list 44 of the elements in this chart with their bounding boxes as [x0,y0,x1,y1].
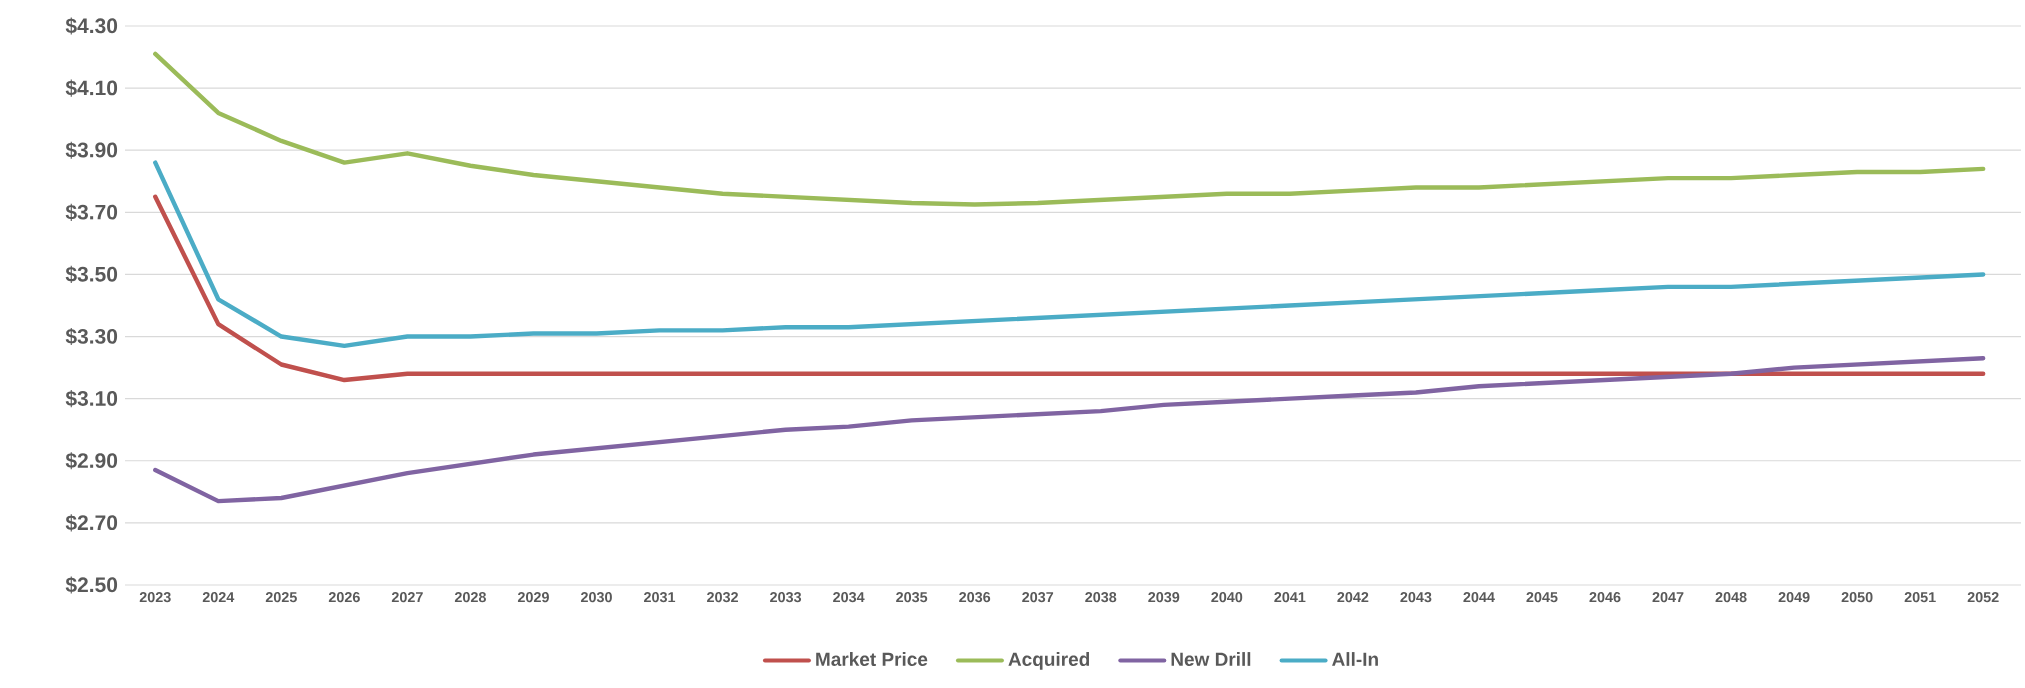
x-tick-label: 2042 [1337,592,1369,603]
x-tick-label: 2047 [1652,592,1684,603]
x-tick-label: 2030 [580,592,612,603]
x-tick-label: 2051 [1904,592,1936,603]
x-tick-label: 2029 [517,592,549,603]
x-tick-label: 2044 [1463,592,1495,603]
x-tick-label: 2028 [454,592,486,603]
y-tick-label: $2.90 [65,452,118,470]
y-tick-label: $3.10 [65,390,118,408]
x-tick-label: 2025 [265,592,297,603]
x-tick-label: 2046 [1589,592,1621,603]
y-tick-label: $3.30 [65,327,118,346]
y-tick-label: $3.90 [65,141,118,159]
x-tick-label: 2050 [1841,592,1873,603]
x-tick-label: 2035 [896,592,928,603]
y-tick-label: $4.10 [65,79,118,97]
x-tick-label: 2045 [1526,592,1558,603]
x-tick-label: 2043 [1400,592,1432,603]
x-tick-label: 2031 [644,592,676,603]
x-tick-label: 2023 [139,592,171,603]
x-tick-label: 2032 [707,592,738,603]
x-tick-label: 2048 [1715,592,1747,603]
legend-label: All-In [1332,652,1378,666]
x-tick-label: 2033 [770,592,802,603]
x-tick-label: 2039 [1148,592,1180,603]
x-tick-label: 2041 [1274,592,1306,603]
y-tick-label: $3.50 [65,265,118,284]
legend-label: Acquired [1008,652,1090,670]
legend-label: Market Price [816,652,928,667]
y-tick-label: $2.50 [65,576,118,594]
x-tick-label: 2038 [1085,592,1117,603]
x-tick-label: 2040 [1211,592,1243,603]
x-tick-label: 2026 [328,592,360,603]
x-tick-label: 2034 [833,592,865,603]
x-tick-label: 2037 [1022,592,1054,603]
x-tick-label: 2027 [391,592,423,603]
x-tick-label: 2024 [202,592,235,603]
y-tick-label: $4.30 [65,17,118,35]
y-tick-label: $3.70 [65,203,118,221]
x-tick-label: 2049 [1778,592,1810,603]
y-tick-label: $2.70 [65,514,118,532]
x-tick-label: 2052 [1967,592,1999,603]
x-tick-label: 2036 [959,592,991,603]
legend-label: New Drill [1171,652,1251,667]
